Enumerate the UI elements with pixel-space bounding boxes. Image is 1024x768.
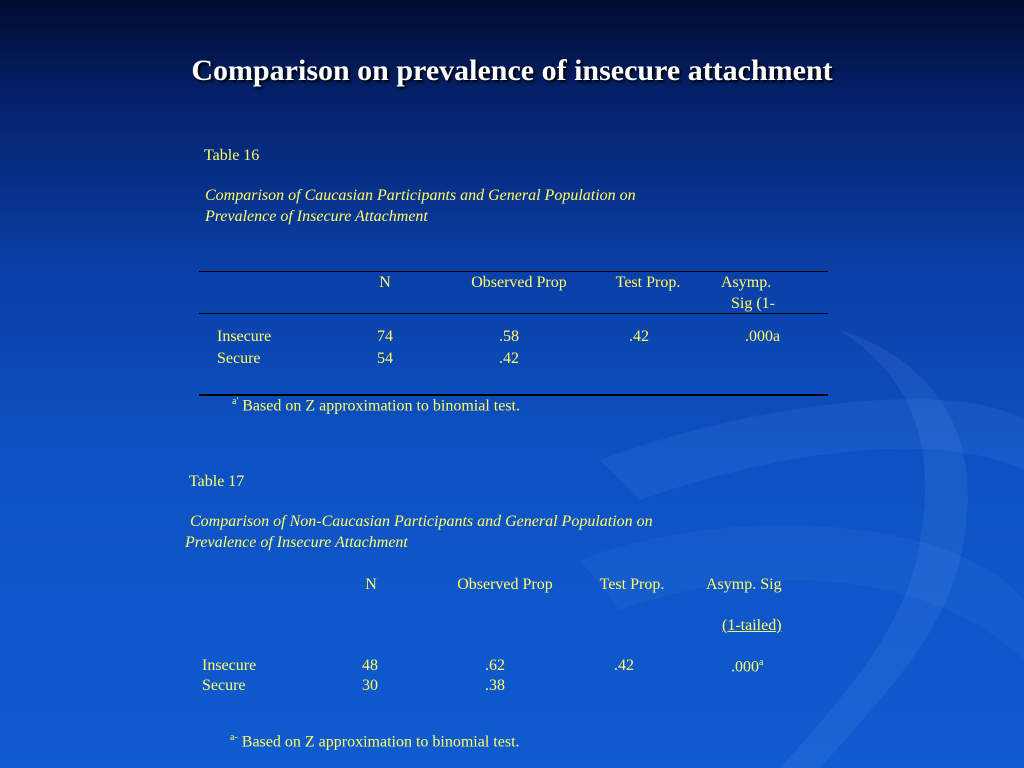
- table-16-header-asymp-cont: Sig (1-: [731, 295, 775, 312]
- table-17-header-test: Test Prop.: [599, 576, 665, 593]
- table-17-header-n: N: [365, 576, 377, 593]
- table-17-row-label: Secure: [202, 677, 246, 694]
- table-16-row-n: 54: [377, 350, 393, 367]
- table-17-footnote: a- Based on Z approximation to binomial …: [230, 732, 520, 751]
- table-16-footnote: a' Based on Z approximation to binomial …: [232, 396, 520, 415]
- table-17-row-test: .42: [614, 657, 634, 674]
- table-16-row-observed: .42: [499, 350, 519, 367]
- table-16-header-asymp: Asymp.: [721, 274, 772, 291]
- table-16-row-label: Secure: [217, 350, 261, 367]
- table-17-header-asymp-cont: (1-tailed): [722, 617, 782, 634]
- table-17-row-n: 48: [362, 657, 378, 674]
- table-17-row-sig-mark: a: [759, 657, 764, 668]
- table-16-row-n: 74: [377, 328, 393, 345]
- table-16-row-label: Insecure: [217, 328, 272, 345]
- table-16-header-rule: [199, 313, 828, 314]
- table-16-caption-line-1: Comparison of Caucasian Participants and…: [205, 187, 636, 204]
- table-16-top-rule: [199, 271, 828, 272]
- table-16-footnote-text: Based on Z approximation to binomial tes…: [242, 397, 520, 415]
- table-17-label: Table 17: [189, 473, 245, 490]
- table-16-bottom-rule: [199, 394, 828, 396]
- table-17-caption-line-1: Comparison of Non-Caucasian Participants…: [190, 513, 653, 530]
- table-17-header-observed: Observed Prop: [457, 576, 553, 593]
- table-17-footnote-mark: a-: [230, 732, 238, 743]
- table-17-caption-line-2: Prevalence of Insecure Attachment: [185, 534, 408, 551]
- table-16-label: Table 16: [204, 147, 260, 164]
- table-17-row-sig-value: .000: [731, 658, 759, 676]
- table-16-caption-line-2: Prevalence of Insecure Attachment: [205, 208, 428, 225]
- table-16-row-sig: .000a: [745, 328, 781, 345]
- slide-title: Comparison on prevalence of insecure att…: [191, 54, 833, 87]
- table-16-row-test: .42: [629, 328, 649, 345]
- table-17-header-asymp: Asymp. Sig: [706, 576, 782, 593]
- table-17-footnote-text: Based on Z approximation to binomial tes…: [241, 733, 520, 751]
- table-16-header-n: N: [379, 274, 391, 291]
- table-17-row-sig: .000a: [731, 657, 763, 676]
- table-17-row-observed: .62: [485, 657, 505, 674]
- table-17-row-observed: .38: [485, 677, 505, 694]
- table-16-footnote-mark: a': [232, 396, 239, 407]
- table-16-header-observed: Observed Prop: [471, 274, 567, 291]
- table-17-row-label: Insecure: [202, 657, 257, 674]
- table-16-row-observed: .58: [499, 328, 519, 345]
- table-17-row-n: 30: [362, 677, 378, 694]
- table-16-header-test: Test Prop.: [615, 274, 681, 291]
